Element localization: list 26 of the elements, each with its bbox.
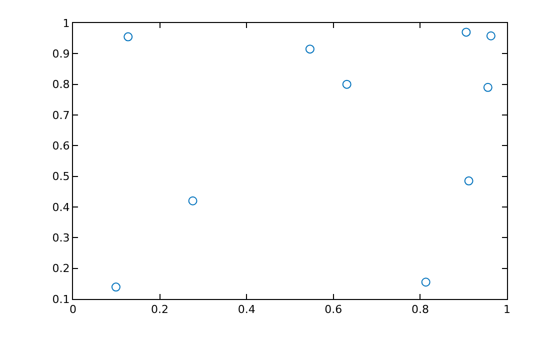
x-tick-label: 0.8 (411, 303, 429, 316)
y-tick-label: 0.7 (52, 108, 70, 122)
x-tick-label: 0.6 (324, 303, 342, 316)
y-tick-label: 0.9 (52, 48, 70, 61)
point (305, 44, 314, 54)
y-tick-label: 0.2 (52, 262, 70, 276)
x-tick-label: 0.2 (151, 303, 169, 316)
y-tick-label: 0.6 (52, 140, 70, 153)
point (483, 82, 492, 92)
y-tick-label: 1 (62, 16, 70, 30)
y-tick-label: 0.4 (52, 200, 70, 214)
y-tick-label: 0.1 (52, 292, 70, 306)
point (486, 31, 496, 40)
y-tick-label: 0.5 (52, 170, 70, 184)
point (342, 80, 352, 89)
y-tick-label: 0.3 (52, 232, 70, 245)
x-tick-label: 0.4 (238, 303, 256, 316)
point (464, 176, 474, 186)
point (462, 28, 471, 37)
point (188, 196, 198, 206)
point (421, 278, 430, 287)
point (124, 32, 133, 42)
y-tick-label: 0.8 (52, 78, 70, 92)
point (111, 282, 120, 292)
x-tick-label: 0 (70, 303, 76, 316)
x-tick-label: 1 (504, 303, 510, 316)
